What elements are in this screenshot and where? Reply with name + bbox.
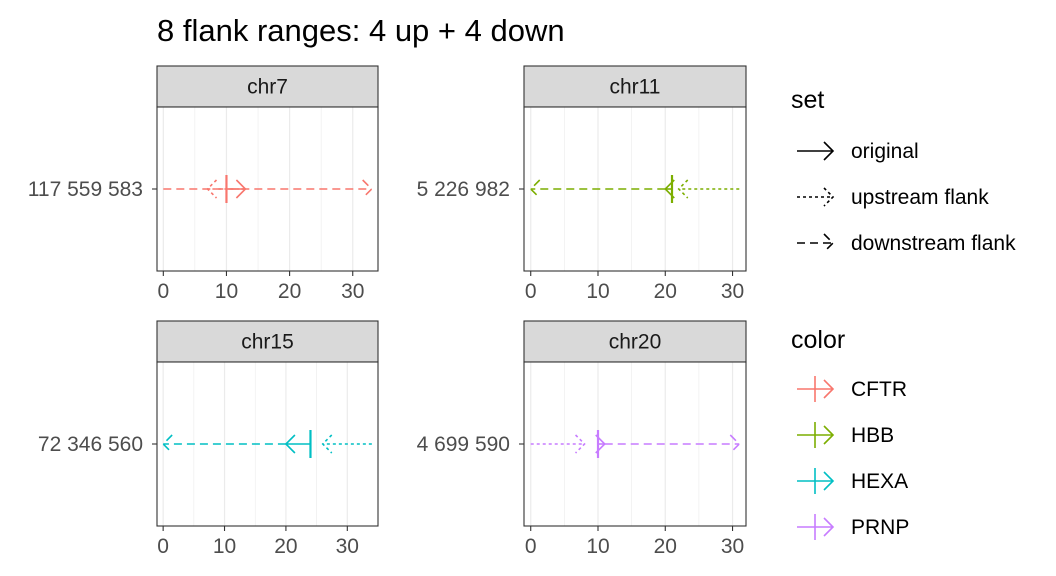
segment-downstream-flank <box>529 179 666 199</box>
segment-downstream-flank <box>604 434 741 454</box>
legend-set-key-arrowhead <box>823 187 835 207</box>
segment-arrowhead <box>362 179 373 199</box>
x-tick-label: 0 <box>525 280 537 303</box>
legend-set-title: set <box>791 86 824 114</box>
x-tick-label: 20 <box>654 280 677 303</box>
segment-original <box>595 430 606 458</box>
strip-chr7 <box>156 65 379 108</box>
x-tick-label: 20 <box>278 280 301 303</box>
legend-set: set original upstream flank downstream flan… <box>791 86 1016 255</box>
x-tick-label: 10 <box>213 535 236 558</box>
segment-upstream-flank <box>677 179 740 199</box>
strip-label-chr7: chr7 <box>247 76 288 99</box>
x-tick-label: 10 <box>586 535 609 558</box>
segment-original <box>284 430 312 458</box>
segment-arrowhead <box>162 434 173 454</box>
legend-set-key-arrowhead <box>823 141 835 161</box>
x-tick-label: 20 <box>274 535 297 558</box>
legend-set-key-arrowhead <box>823 233 835 253</box>
legend-color-label: HEXA <box>851 470 908 493</box>
y-tick-label: 117 559 583 <box>28 178 143 201</box>
segment-downstream-flank <box>162 434 286 454</box>
segment-arrowhead <box>729 434 741 454</box>
x-tick-label: 10 <box>215 280 238 303</box>
segment-arrowhead <box>321 434 333 454</box>
strip-label-chr15: chr15 <box>241 331 294 354</box>
facet-panels: chr7 117 559 583 0 10 20 30 chr11 5 226 982 0 10 2… <box>28 65 747 558</box>
segment-arrowhead <box>677 179 689 199</box>
x-tick-label: 30 <box>336 535 359 558</box>
segment-original <box>664 175 675 203</box>
x-tick-label: 20 <box>654 535 677 558</box>
legend-set-label: upstream flank <box>851 186 989 209</box>
x-tick-label: 0 <box>525 535 537 558</box>
strip-chr15 <box>156 320 379 363</box>
x-tick-label: 10 <box>586 280 609 303</box>
panel-chr7: chr7 117 559 583 0 10 20 30 <box>28 65 379 303</box>
segment-arrowhead <box>574 434 586 454</box>
y-tick-label: 72 346 560 <box>38 433 143 456</box>
x-tick-label: 0 <box>157 280 169 303</box>
x-tick-label: 30 <box>721 535 744 558</box>
x-tick-label: 30 <box>341 280 364 303</box>
legend-color-key-arrowhead <box>823 471 835 491</box>
x-tick-label: 0 <box>157 535 169 558</box>
x-tick-label: 30 <box>721 280 744 303</box>
segment-downstream-flank <box>163 179 373 199</box>
panel-chr15: chr15 72 346 560 0 10 20 30 <box>38 320 379 558</box>
panel-chr20: chr20 4 699 590 0 10 20 30 <box>417 320 747 558</box>
legend-color-label: CFTR <box>851 378 907 401</box>
strip-chr20 <box>523 320 747 363</box>
segment-arrowhead <box>529 179 541 199</box>
legend-set-label: downstream flank <box>851 232 1016 255</box>
legend-color: color CFTR HBB HEXA PRNP <box>791 326 909 540</box>
legend-color-key-arrowhead <box>823 425 835 445</box>
legend-color-label: HBB <box>851 424 894 447</box>
segment-upstream-flank <box>530 434 586 454</box>
y-tick-label: 4 699 590 <box>417 433 510 456</box>
panel-chr11: chr11 5 226 982 0 10 20 30 <box>417 65 747 303</box>
legend-color-key-arrowhead <box>823 379 835 399</box>
strip-label-chr20: chr20 <box>609 331 662 354</box>
chart-title: 8 flank ranges: 4 up + 4 down <box>157 13 565 48</box>
y-tick-label: 5 226 982 <box>417 178 510 201</box>
legend-color-label: PRNP <box>851 516 909 539</box>
legend-color-key-arrowhead <box>823 517 835 537</box>
legend-color-title: color <box>791 326 845 354</box>
legend-set-label: original <box>851 140 919 163</box>
strip-label-chr11: chr11 <box>610 76 661 99</box>
segment-upstream-flank <box>321 434 372 454</box>
segment-arrowhead <box>284 434 296 454</box>
